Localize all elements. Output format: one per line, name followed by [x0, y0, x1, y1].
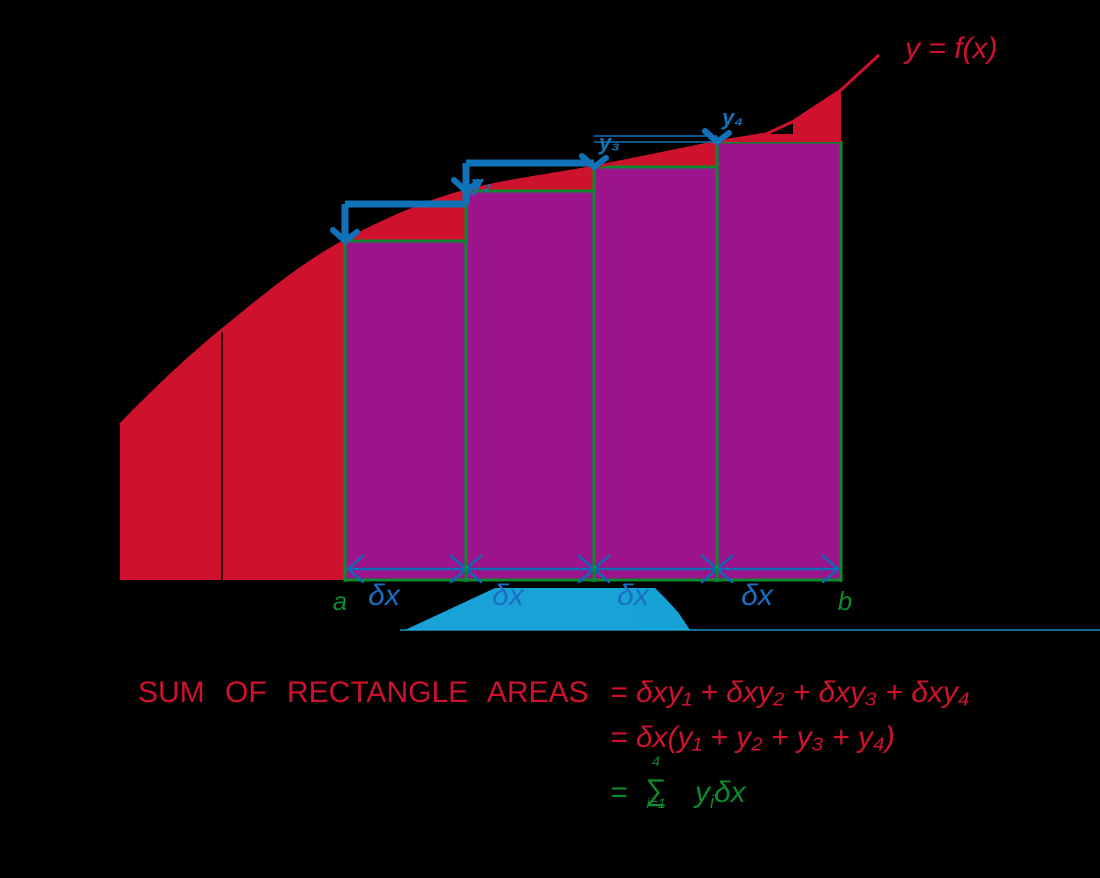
svg-text:δx: δx	[741, 579, 774, 612]
svg-text:4: 4	[652, 753, 660, 769]
svg-text:yiδx: yiδx	[693, 776, 747, 812]
svg-text:δx: δx	[368, 579, 401, 612]
svg-text:= δx(y₁ + y₂ + y₃ + y₄): = δx(y₁ + y₂ + y₃ + y₄)	[610, 721, 895, 754]
svg-text:y₄: y₄	[721, 105, 743, 130]
svg-text:=: =	[610, 776, 628, 809]
svg-text:y₂: y₂	[470, 171, 492, 196]
svg-text:δx: δx	[492, 579, 525, 612]
svg-text:= δxy₁ + δxy₂ + δxy₃ + δxy₄: = δxy₁ + δxy₂ + δxy₃ + δxy₄	[610, 676, 970, 709]
svg-text:y₃: y₃	[598, 130, 620, 155]
svg-text:a: a	[333, 586, 347, 616]
svg-text:δx: δx	[617, 579, 650, 612]
svg-text:y = f(x): y = f(x)	[903, 32, 998, 65]
svg-text:SUM OF RECTANGLE AREAS: SUM OF RECTANGLE AREAS	[138, 676, 589, 709]
svg-text:b: b	[838, 586, 852, 616]
svg-text:∑: ∑	[645, 774, 666, 807]
